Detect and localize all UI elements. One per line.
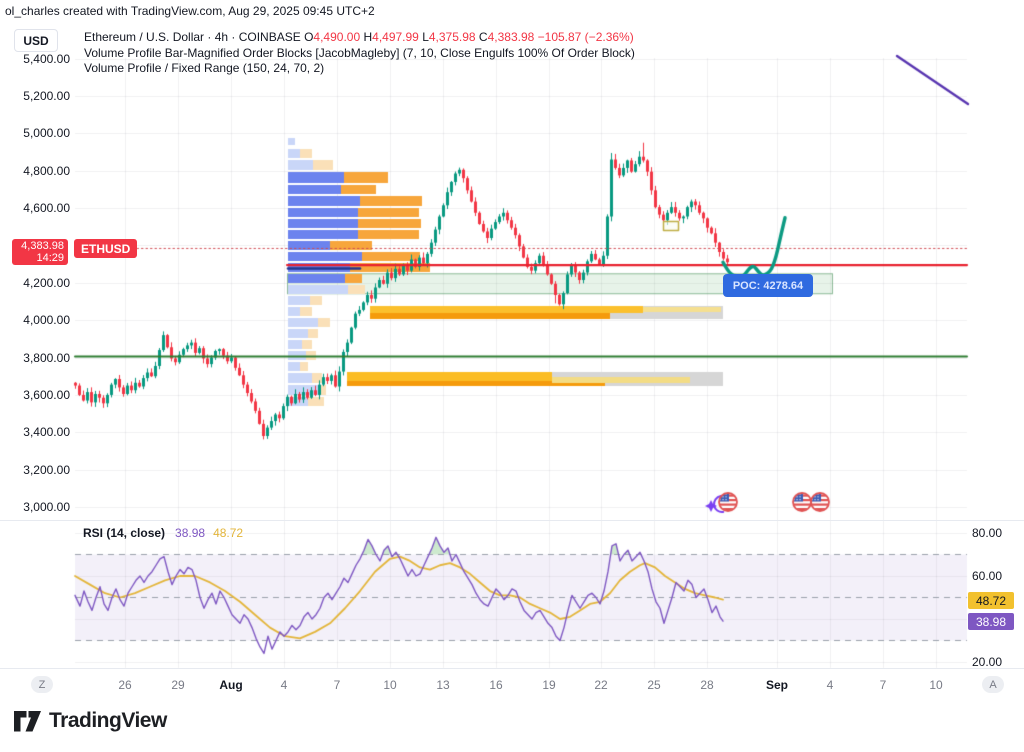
ohlc-part: Ethereum / U.S. Dollar · 4h · COINBASE [84, 30, 305, 44]
rsi-axis-tag: 38.98 [968, 613, 1014, 631]
rsi-axis-label: 80.00 [972, 526, 1003, 540]
current-price-value: 4,383.98 [21, 240, 64, 252]
price-axis-label: 5,200.00 [23, 89, 70, 103]
time-axis-label: 10 [383, 678, 397, 692]
current-price-time: 14:29 [36, 252, 64, 264]
poc-label: POC: 4278.64 [723, 274, 813, 297]
price-axis-label: 4,800.00 [23, 163, 70, 178]
rsi-ma-axis-tag: 48.72 [968, 592, 1014, 610]
ohlc-part: 4,497.99 [372, 30, 423, 44]
time-axis-label: 19 [542, 678, 556, 692]
rsi-value: 38.98 [175, 526, 206, 540]
tradingview-logo-text: TradingView [49, 709, 167, 732]
timezone-button[interactable]: Z [31, 676, 53, 693]
ohlc-part: −105.87 (−2.36%) [537, 30, 634, 44]
time-axis-label: Sep [765, 678, 789, 692]
rsi-axis-label: 20.00 [972, 655, 1003, 669]
time-axis-label: 28 [700, 678, 714, 692]
time-axis-label: Aug [219, 678, 243, 692]
ohlc-part: 4,375.98 [428, 30, 479, 44]
ohlc-part: C [478, 30, 488, 44]
price-axis-label: 4,000.00 [23, 313, 70, 328]
tradingview-logo[interactable]: TradingView [14, 709, 167, 733]
time-axis-label: 29 [171, 678, 185, 692]
price-axis-label: 5,400.00 [23, 51, 70, 66]
rsi-axis-label: 60.00 [972, 569, 1003, 583]
legend-indicator-volume-profile-fr[interactable]: Volume Profile / Fixed Range (150, 24, 7… [84, 61, 325, 75]
pane-divider[interactable] [0, 520, 1024, 521]
time-axis-label: 4 [826, 678, 834, 692]
time-axis-label: 25 [647, 678, 661, 692]
time-axis-label: 7 [333, 678, 341, 692]
attribution-text: ol_charles created with TradingView.com,… [5, 4, 375, 18]
ohlc-part: H [363, 30, 373, 44]
price-axis-label: 3,200.00 [23, 462, 70, 477]
ohlc-part: O [304, 30, 314, 44]
price-axis-label: 4,200.00 [23, 275, 70, 290]
price-axis-label: 3,000.00 [23, 500, 70, 514]
time-axis-label: 4 [280, 678, 288, 692]
time-axis-label: 7 [879, 678, 887, 692]
rsi-ma-value: 48.72 [213, 526, 244, 540]
ohlc-part: 4,490.00 [313, 30, 364, 44]
current-price-tag: 4,383.98 14:29 [12, 239, 68, 265]
time-axis-label: 16 [489, 678, 503, 692]
price-axis-label: 4,600.00 [23, 201, 70, 216]
time-axis-label: 26 [118, 678, 132, 692]
price-axis-label: 3,800.00 [23, 350, 70, 365]
time-axis-label: 10 [929, 678, 943, 692]
currency-button[interactable]: USD [14, 29, 58, 52]
legend-indicator-volume-profile-ob[interactable]: Volume Profile Bar-Magnified Order Block… [84, 46, 635, 60]
symbol-tag: ETHUSD [74, 239, 138, 258]
price-axis-label: 5,000.00 [23, 126, 70, 141]
time-axis-label: 13 [436, 678, 450, 692]
time-axis-label: 22 [594, 678, 608, 692]
tradingview-logo-icon [14, 710, 41, 731]
time-axis-divider [0, 668, 1024, 669]
price-axis-label: 3,600.00 [23, 387, 70, 402]
adjust-button[interactable]: A [982, 676, 1004, 693]
price-axis-label: 3,400.00 [23, 425, 70, 440]
rsi-legend[interactable]: RSI (14, close) 38.98 48.72 [83, 526, 243, 540]
rsi-legend-title: RSI (14, close) [83, 526, 166, 540]
legend-symbol-line[interactable]: Ethereum / U.S. Dollar · 4h · COINBASE O… [84, 30, 634, 44]
ohlc-part: 4,383.98 [487, 30, 538, 44]
ohlc-part: L [422, 30, 429, 44]
